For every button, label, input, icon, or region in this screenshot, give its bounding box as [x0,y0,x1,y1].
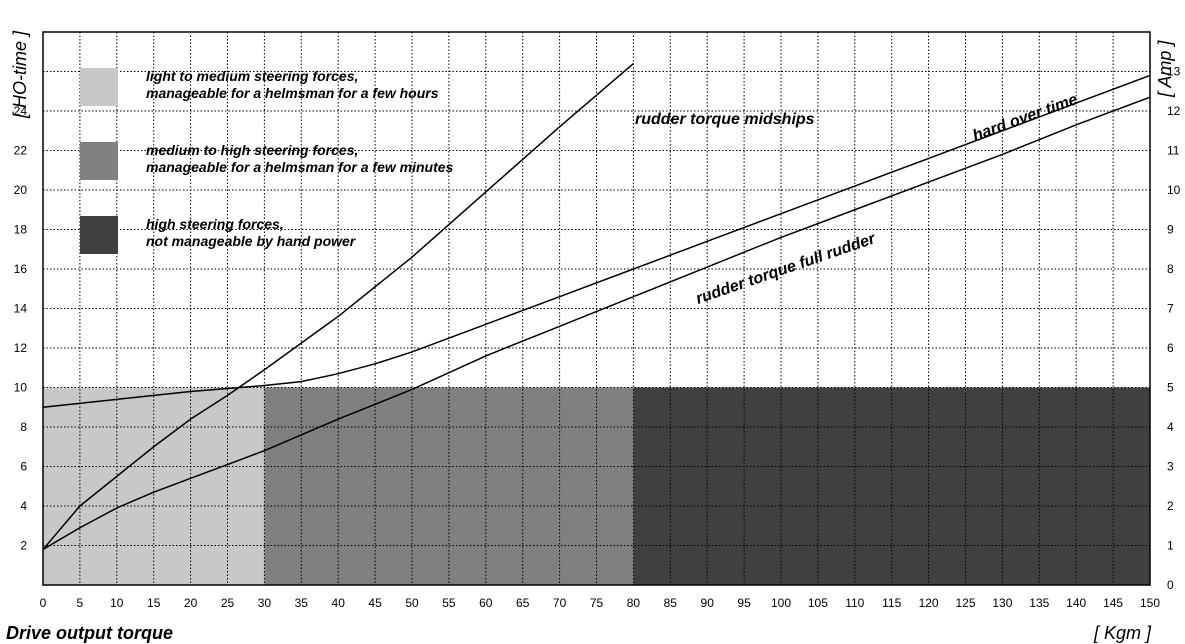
label-hard-over: hard over time [971,91,1081,145]
legend-swatch-2 [80,142,118,180]
curve-labels: rudder torque midships hard over time ru… [635,91,1080,308]
y-right-tick-label: 13 [1167,65,1181,79]
y-right-tick-label: 6 [1167,341,1174,355]
y-left-tick-label: 6 [20,460,27,474]
x-tick-label: 0 [40,596,47,610]
y-left-tick-label: 16 [14,262,28,276]
x-tick-label: 130 [992,596,1012,610]
x-tick-label: 20 [184,596,198,610]
label-midships: rudder torque midships [635,111,815,128]
x-tick-label: 25 [221,596,235,610]
x-tick-label: 145 [1103,596,1123,610]
zone-2 [264,387,634,585]
steering-zones [43,387,1150,585]
legend: light to medium steering forces,manageab… [80,68,454,254]
y-left-tick-label: 4 [20,499,27,513]
y-left-tick-label: 14 [14,302,28,316]
x-tick-label: 15 [147,596,161,610]
zone-3 [633,387,1150,585]
x-tick-label: 150 [1140,596,1160,610]
zone-1 [43,387,265,585]
x-tick-label: 110 [845,596,864,610]
x-tick-label: 105 [808,596,828,610]
y-left-tick-label: 12 [14,341,28,355]
x-tick-label: 55 [442,596,456,610]
y-left-tick-label: 24 [14,104,28,118]
legend-text-1-1: light to medium steering forces, [146,68,358,84]
legend-swatch-3 [80,216,118,254]
x-tick-label: 90 [701,596,715,610]
x-tick-label: 65 [516,596,530,610]
x-tick-label: 70 [553,596,567,610]
x-tick-label: 45 [368,596,382,610]
x-tick-label: 10 [110,596,124,610]
x-tick-label: 60 [479,596,493,610]
chart-grid [43,32,1150,585]
x-tick-label: 80 [627,596,641,610]
y-right-tick-label: 0 [1167,578,1174,592]
y-left-tick-label: 18 [14,223,28,237]
x-axis-unit: [ Kgm ] [1093,623,1152,643]
y-right-tick-label: 2 [1167,499,1174,513]
x-ticks: 0 5 10 15 20 25 30 35 40 45 50 55 60 65 70 75 80 85 90 95 10… [40,596,1161,610]
x-tick-label: 75 [590,596,604,610]
x-tick-label: 120 [919,596,939,610]
x-tick-label: 95 [737,596,751,610]
y-left-tick-label: 8 [20,420,27,434]
y-right-tick-label: 4 [1167,420,1174,434]
x-tick-label: 50 [405,596,419,610]
y-right-tick-label: 1 [1167,539,1174,553]
plot-frame [42,31,1151,586]
legend-text-3-1: high steering forces, [146,216,284,232]
y-right-tick-label: 3 [1167,460,1174,474]
x-tick-label: 5 [77,596,84,610]
x-tick-label: 30 [258,596,272,610]
x-axis-title: Drive output torque [6,623,173,643]
y-left-tick-label: 10 [14,381,28,395]
curve-2 [42,74,1151,408]
x-tick-label: 140 [1066,596,1086,610]
legend-swatch-1 [80,68,118,106]
x-tick-label: 35 [295,596,309,610]
legend-text-2-1: medium to high steering forces, [146,142,358,158]
curves [42,63,1151,551]
y-left-title: [ HO-time ] [10,30,30,119]
y-right-tick-label: 12 [1167,104,1181,118]
y-left-tick-label: 22 [14,144,28,158]
y-right-tick-label: 7 [1167,302,1174,316]
y-right-tick-label: 10 [1167,183,1181,197]
x-tick-label: 125 [955,596,975,610]
legend-text-2-2: manageable for a helmsman for a few minu… [146,159,454,175]
y-left-tick-label: 2 [20,539,27,553]
label-full-rudder: rudder torque full rudder [694,230,878,308]
y-right-tick-label: 8 [1167,262,1174,276]
y-left-tick-label: 20 [14,183,28,197]
curve-3 [42,96,1151,551]
x-tick-label: 85 [664,596,678,610]
y-right-tick-label: 11 [1167,144,1180,158]
x-tick-label: 115 [882,596,901,610]
x-tick-label: 100 [771,596,791,610]
y-right-tick-label: 9 [1167,223,1174,237]
legend-text-1-2: manageable for a helmsman for a few hour… [146,85,439,101]
x-tick-label: 40 [332,596,346,610]
x-tick-label: 135 [1029,596,1049,610]
curve-1 [42,63,634,550]
legend-text-3-2: not manageable by hand power [146,233,357,249]
y-right-title: [ Amp ] [1155,40,1175,98]
y-right-tick-label: 5 [1167,381,1174,395]
